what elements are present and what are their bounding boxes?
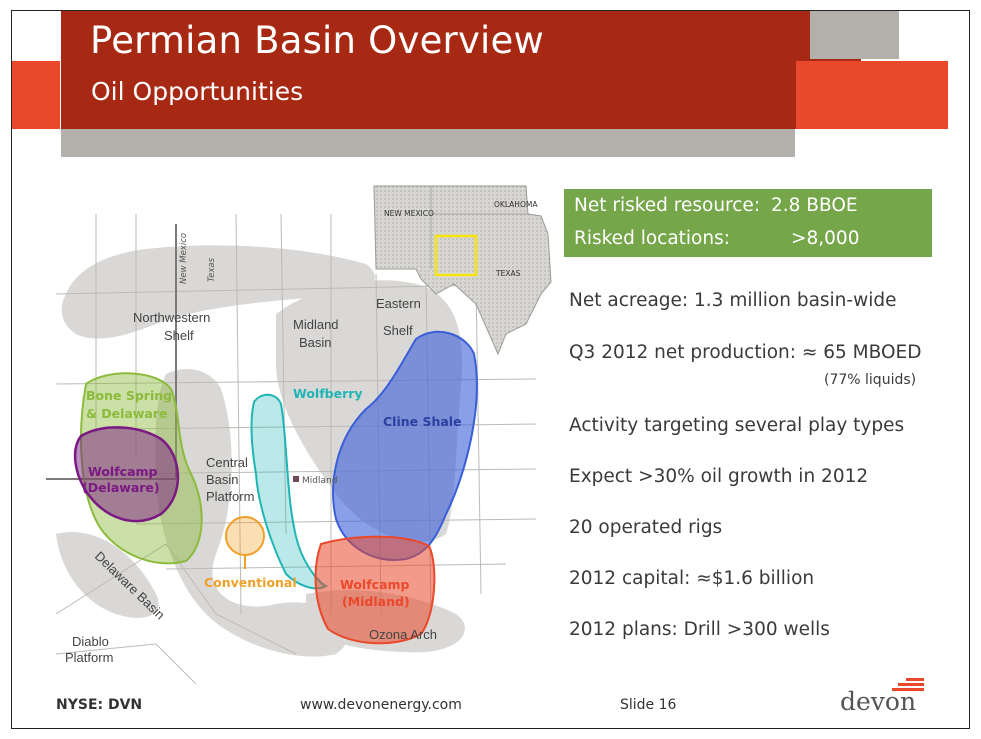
inset-map: NEW MEXICO OKLAHOMA TEXAS <box>373 185 552 356</box>
stat-plans: 2012 plans: Drill >300 wells <box>569 619 830 640</box>
footer-slide-number: Slide 16 <box>620 697 677 713</box>
label-eastern-shelf-2: Shelf <box>383 323 413 338</box>
stat-capital: 2012 capital: ≈$1.6 billion <box>569 568 815 589</box>
stat-oil-growth: Expect >30% oil growth in 2012 <box>569 466 869 487</box>
label-wolfcamp-del-1: Wolfcamp <box>88 464 158 479</box>
label-nw-shelf-1: Northwestern <box>133 310 210 325</box>
footer-ticker: NYSE: DVN <box>56 697 143 713</box>
stat-net-acreage: Net acreage: 1.3 million basin-wide <box>569 290 897 311</box>
slide-subtitle: Oil Opportunities <box>91 77 304 106</box>
map-nm-label: New Mexico <box>179 233 189 284</box>
locations-label: Risked locations: <box>574 228 730 249</box>
wolfcamp-delaware-area <box>73 426 180 523</box>
resource-label: Net risked resource: <box>574 195 761 216</box>
permian-basin-map: New Mexico Texas Northwestern Shelf Midl… <box>46 185 552 684</box>
label-central-1: Central <box>206 455 248 470</box>
conventional-area <box>225 516 265 556</box>
label-conventional: Conventional <box>204 575 297 590</box>
devon-logo-icon <box>892 678 924 691</box>
label-bone-spring-1: Bone Spring <box>86 388 172 403</box>
header-band <box>61 11 861 129</box>
stat-q3-production: Q3 2012 net production: ≈ 65 MBOED <box>569 342 922 363</box>
label-midland-basin-2: Basin <box>299 335 332 350</box>
label-central-2: Basin <box>206 472 239 487</box>
devon-logo-text: devon <box>840 687 917 716</box>
wolfcamp-midland-area <box>314 535 436 645</box>
label-diablo-2: Platform <box>65 650 113 665</box>
label-cline-shale: Cline Shale <box>383 414 462 429</box>
stat-liquids-note: (77% liquids) <box>824 372 917 388</box>
label-wolfcamp-mid-2: (Midland) <box>342 594 410 609</box>
label-central-3: Platform <box>206 489 254 504</box>
label-wolfberry: Wolfberry <box>293 386 363 401</box>
stat-activity: Activity targeting several play types <box>569 415 905 436</box>
resource-summary-box: Net risked resource: 2.8 BBOE Risked loc… <box>564 189 932 257</box>
label-wolfcamp-del-2: (Delaware) <box>82 480 160 495</box>
inset-highlight-box <box>434 234 478 277</box>
inset-new-mexico: NEW MEXICO <box>384 209 434 218</box>
header-gray-square <box>810 11 899 59</box>
inset-oklahoma: OKLAHOMA <box>494 200 538 209</box>
label-wolfcamp-mid-1: Wolfcamp <box>340 577 410 592</box>
label-nw-shelf-2: Shelf <box>164 328 194 343</box>
label-midland-basin-1: Midland <box>293 317 339 332</box>
footer-url: www.devonenergy.com <box>300 697 462 713</box>
slide: Permian Basin Overview Oil Opportunities <box>11 10 970 729</box>
map-tx-label: Texas <box>207 257 217 282</box>
slide-title: Permian Basin Overview <box>90 19 544 62</box>
stat-rigs: 20 operated rigs <box>569 517 723 538</box>
inset-texas: TEXAS <box>495 269 521 278</box>
resource-value: 2.8 BBOE <box>771 195 858 216</box>
header-accent-right <box>796 61 948 129</box>
label-midland-city: Midland <box>302 476 337 486</box>
locations-value: >8,000 <box>791 228 860 249</box>
label-ozona-arch: Ozona Arch <box>369 627 437 642</box>
label-eastern-shelf-1: Eastern <box>376 296 421 311</box>
label-diablo-1: Diablo <box>72 634 109 649</box>
midland-city-marker <box>293 476 299 482</box>
label-bone-spring-2: & Delaware <box>86 406 167 421</box>
header-accent-left <box>12 61 60 129</box>
